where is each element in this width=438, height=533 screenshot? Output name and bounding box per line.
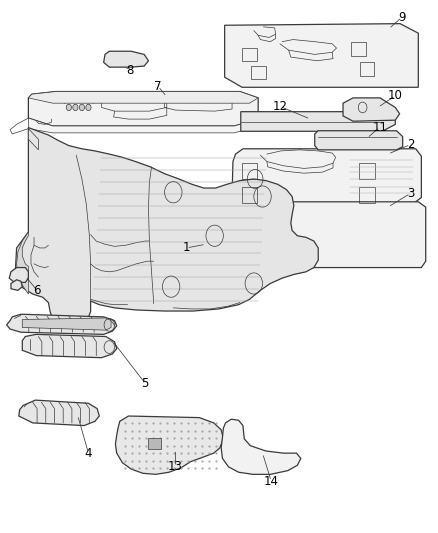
Polygon shape xyxy=(28,118,250,133)
Polygon shape xyxy=(17,232,28,294)
Polygon shape xyxy=(232,149,421,204)
Bar xyxy=(359,163,375,179)
Text: 5: 5 xyxy=(141,377,148,390)
Text: 7: 7 xyxy=(154,80,162,93)
Bar xyxy=(351,42,366,56)
Polygon shape xyxy=(225,23,418,87)
Bar xyxy=(242,187,257,203)
Circle shape xyxy=(73,104,78,111)
Text: 8: 8 xyxy=(126,64,134,77)
Polygon shape xyxy=(28,92,258,103)
Polygon shape xyxy=(7,314,117,334)
Bar xyxy=(360,62,374,76)
Circle shape xyxy=(79,104,85,111)
Text: 1: 1 xyxy=(183,241,190,254)
Bar xyxy=(242,47,257,61)
Polygon shape xyxy=(22,318,111,330)
Polygon shape xyxy=(343,98,399,121)
Circle shape xyxy=(66,104,71,111)
Text: 13: 13 xyxy=(168,461,183,473)
Bar xyxy=(359,187,375,203)
Bar xyxy=(148,438,161,449)
Polygon shape xyxy=(231,202,426,268)
Bar xyxy=(251,66,265,79)
Polygon shape xyxy=(116,416,223,474)
Polygon shape xyxy=(28,92,258,126)
Text: 2: 2 xyxy=(407,138,414,151)
Polygon shape xyxy=(11,280,22,290)
Polygon shape xyxy=(221,419,301,474)
Polygon shape xyxy=(315,131,403,150)
Text: 14: 14 xyxy=(264,475,279,488)
Text: 9: 9 xyxy=(398,11,406,24)
Polygon shape xyxy=(19,400,99,425)
Text: 4: 4 xyxy=(85,447,92,459)
Bar xyxy=(242,163,257,179)
Text: 6: 6 xyxy=(33,284,41,297)
Text: 12: 12 xyxy=(272,100,287,113)
Text: 10: 10 xyxy=(388,89,403,102)
Polygon shape xyxy=(104,51,148,67)
Text: 3: 3 xyxy=(407,187,414,200)
Polygon shape xyxy=(22,334,117,358)
Polygon shape xyxy=(241,112,395,131)
Polygon shape xyxy=(28,128,39,150)
Text: 11: 11 xyxy=(373,120,388,134)
Circle shape xyxy=(86,104,91,111)
Polygon shape xyxy=(15,127,318,329)
Polygon shape xyxy=(9,268,28,282)
